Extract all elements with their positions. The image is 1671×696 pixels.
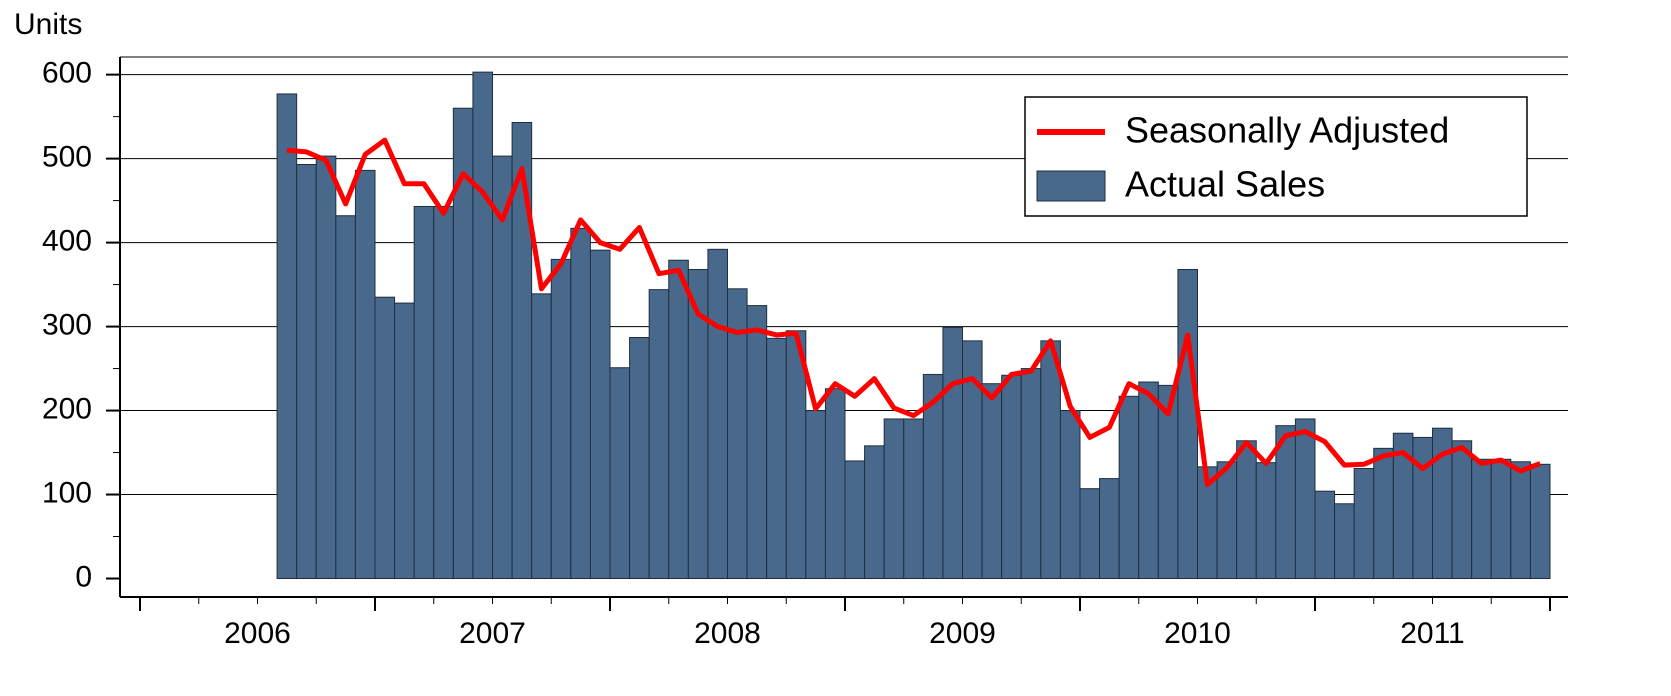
y-tick-label: 100	[42, 476, 92, 509]
bar	[1236, 440, 1257, 580]
bar	[903, 418, 924, 580]
x-tick-label: 2008	[694, 617, 761, 650]
x-tick-label: 2010	[1164, 617, 1231, 650]
bar	[824, 388, 846, 580]
y-tick-label: 500	[42, 141, 92, 174]
bar	[1471, 458, 1492, 580]
bar	[883, 418, 905, 580]
legend-box	[1024, 96, 1528, 217]
x-tick-label: 2011	[1400, 617, 1465, 650]
legend-label: Actual Sales	[1125, 164, 1325, 205]
y-tick-label: 0	[75, 560, 92, 593]
bar	[1020, 368, 1042, 580]
bar	[1334, 503, 1355, 580]
bar	[1373, 447, 1394, 580]
bar	[746, 305, 768, 580]
x-tick-label: 2007	[459, 617, 526, 650]
bar	[413, 205, 435, 580]
bar	[276, 93, 298, 580]
bar	[1059, 410, 1081, 580]
y-tick-label: 400	[42, 225, 92, 258]
bar	[550, 258, 572, 580]
bar	[1294, 418, 1316, 580]
bar	[394, 302, 415, 580]
bar	[1451, 440, 1473, 580]
bar	[1118, 395, 1140, 580]
bar	[864, 445, 885, 580]
bar	[589, 249, 611, 580]
y-tick-label: 600	[42, 57, 92, 90]
bar	[1216, 461, 1238, 580]
legend-label: Seasonally Adjusted	[1125, 110, 1449, 151]
bar	[1314, 490, 1336, 580]
bar	[805, 410, 826, 580]
bar	[1040, 340, 1061, 580]
bar	[1353, 468, 1375, 580]
bar	[766, 337, 787, 580]
legend-swatch	[1036, 170, 1106, 202]
bar	[433, 205, 454, 580]
bar	[1138, 381, 1159, 580]
bar	[1510, 461, 1531, 580]
y-tick-label: 300	[42, 309, 92, 342]
bar	[374, 296, 396, 580]
bar	[1001, 374, 1022, 580]
bar	[296, 163, 317, 580]
bar	[1079, 488, 1101, 580]
bar	[1099, 478, 1120, 580]
bar	[844, 460, 866, 580]
bar	[1412, 436, 1433, 580]
bar	[531, 293, 552, 580]
bar	[472, 71, 493, 580]
bar	[315, 155, 337, 580]
bar	[570, 227, 591, 580]
x-tick-label: 2009	[929, 617, 996, 650]
bar	[629, 336, 650, 580]
bar	[1529, 463, 1551, 580]
bar	[707, 248, 729, 580]
bar	[335, 215, 356, 580]
bar	[648, 289, 670, 580]
bar	[1255, 462, 1277, 580]
x-tick-label: 2006	[224, 617, 291, 650]
bar	[981, 383, 1003, 580]
bar	[1490, 458, 1512, 580]
bar	[609, 367, 631, 580]
line	[286, 137, 1542, 487]
bar	[942, 326, 964, 580]
y-axis-label: Units	[14, 8, 82, 41]
bar	[354, 169, 376, 580]
bar	[1177, 268, 1198, 580]
y-tick-label: 200	[42, 392, 92, 425]
bar	[668, 259, 689, 580]
